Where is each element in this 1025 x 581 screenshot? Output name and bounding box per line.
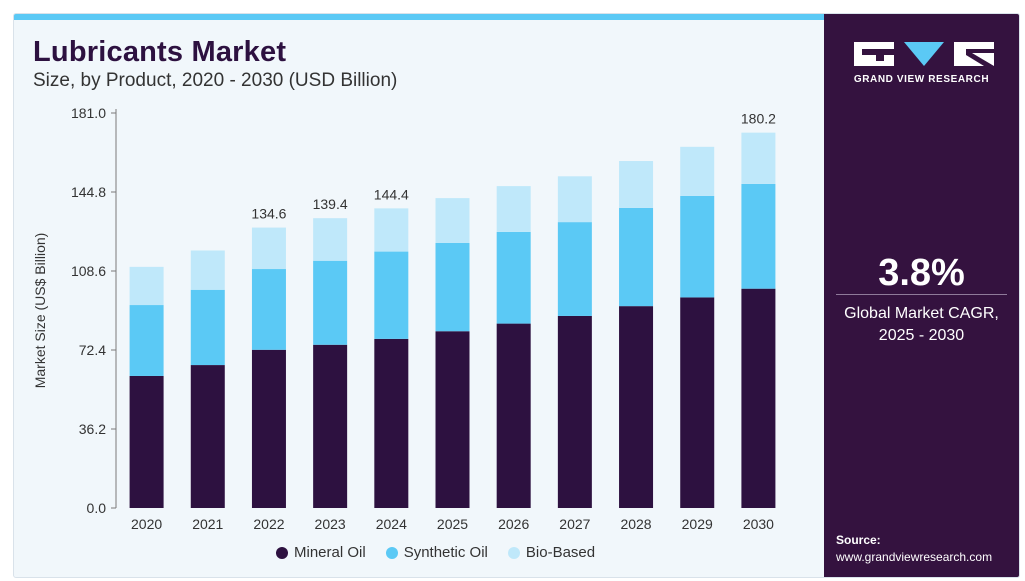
bar-bio-based	[129, 266, 164, 306]
legend-label-bio-based: Bio-Based	[525, 544, 596, 561]
legend-item-synthetic-oil: Synthetic Oil	[385, 544, 488, 561]
bar-bio-based	[435, 198, 470, 243]
cagr-label-line2: 2025 - 2030	[878, 327, 965, 344]
bar-bio-based	[251, 227, 286, 270]
x-tick-label: 2030	[743, 516, 774, 532]
bar-mineral-oil	[374, 338, 409, 508]
x-tick-label: 2029	[682, 516, 713, 532]
x-tick-label: 2027	[559, 516, 590, 532]
data-label: 134.6	[251, 206, 286, 222]
bar-bio-based	[190, 250, 225, 290]
cagr-label: Global Market CAGR, 2025 - 2030	[824, 303, 1019, 347]
x-tick-label: 2024	[376, 516, 407, 532]
brand-panel: GRAND VIEW RESEARCH 3.8% Global Market C…	[824, 14, 1019, 577]
bar-bio-based	[680, 146, 715, 196]
x-tick-label: 2022	[253, 516, 284, 532]
legend-item-bio-based: Bio-Based	[507, 544, 596, 561]
bar-mineral-oil	[619, 306, 654, 508]
bar-synthetic-oil	[680, 195, 715, 298]
bar-synthetic-oil	[496, 231, 531, 324]
data-label: 139.4	[313, 196, 348, 212]
data-label: 180.2	[741, 111, 776, 127]
bar-bio-based	[496, 186, 531, 232]
x-tick-label: 2025	[437, 516, 468, 532]
bar-mineral-oil	[190, 365, 225, 508]
bar-synthetic-oil	[557, 222, 592, 316]
x-tick-label: 2026	[498, 516, 529, 532]
bar-bio-based	[313, 218, 348, 261]
bar-synthetic-oil	[190, 289, 225, 366]
bar-bio-based	[741, 132, 776, 184]
legend-swatch-synthetic-oil	[385, 546, 398, 559]
data-label: 144.4	[374, 186, 409, 202]
source-url: www.grandviewresearch.com	[836, 550, 993, 564]
legend-label-mineral-oil: Mineral Oil	[294, 544, 366, 561]
x-tick-label: 2028	[620, 516, 651, 532]
bar-mineral-oil	[313, 344, 348, 508]
legend-swatch-mineral-oil	[276, 546, 288, 559]
x-tick-label: 2020	[131, 516, 162, 532]
cagr-label-line1: Global Market CAGR,	[844, 305, 999, 322]
x-tick-label: 2023	[315, 516, 346, 532]
chart-title: Lubricants Market	[33, 36, 287, 68]
bar-bio-based	[557, 176, 592, 223]
y-tick-label: 108.6	[71, 263, 106, 279]
cagr-value: 3.8%	[878, 252, 965, 294]
gvr-logo-icon	[854, 42, 994, 66]
source-heading: Source:	[836, 533, 881, 547]
y-tick-label: 144.8	[71, 184, 106, 200]
bar-bio-based	[619, 161, 654, 208]
accent-bar	[14, 14, 824, 20]
bar-mineral-oil	[129, 375, 164, 508]
bar-chart: 0.0 36.2 72.4 108.6 144.8 181.0 Market Size (U…	[32, 105, 776, 532]
bar-synthetic-oil	[313, 260, 348, 345]
y-axis-label: Market Size (US$ Billion)	[32, 233, 48, 389]
x-tick-label: 2021	[192, 516, 223, 532]
bar-synthetic-oil	[619, 207, 654, 307]
y-tick-label: 36.2	[79, 421, 106, 437]
cagr-divider	[836, 294, 1007, 295]
y-tick-label: 0.0	[87, 500, 107, 516]
bar-mineral-oil	[557, 315, 592, 508]
chart-subtitle: Size, by Product, 2020 - 2030 (USD Billi…	[33, 70, 398, 91]
bar-synthetic-oil	[741, 183, 776, 289]
legend-label-synthetic-oil: Synthetic Oil	[403, 544, 488, 561]
legend: Mineral Oil Synthetic Oil Bio-Based	[276, 544, 595, 561]
bar-synthetic-oil	[435, 242, 470, 332]
bar-mineral-oil	[251, 349, 286, 508]
bar-mineral-oil	[680, 297, 715, 508]
legend-swatch-bio-based	[507, 546, 520, 559]
logo-text: GRAND VIEW RESEARCH	[853, 74, 990, 85]
y-tick-label: 72.4	[79, 342, 106, 358]
bar-mineral-oil	[435, 331, 470, 508]
bar-synthetic-oil	[374, 251, 409, 339]
bar-bio-based	[374, 208, 409, 252]
bar-synthetic-oil	[251, 269, 286, 350]
bar-synthetic-oil	[129, 305, 164, 376]
chart-card: Lubricants Market Size, by Product, 2020…	[13, 13, 1020, 578]
bar-mineral-oil	[741, 288, 776, 508]
bar-mineral-oil	[496, 323, 531, 508]
y-tick-label: 181.0	[71, 105, 106, 121]
legend-item-mineral-oil: Mineral Oil	[276, 544, 366, 561]
